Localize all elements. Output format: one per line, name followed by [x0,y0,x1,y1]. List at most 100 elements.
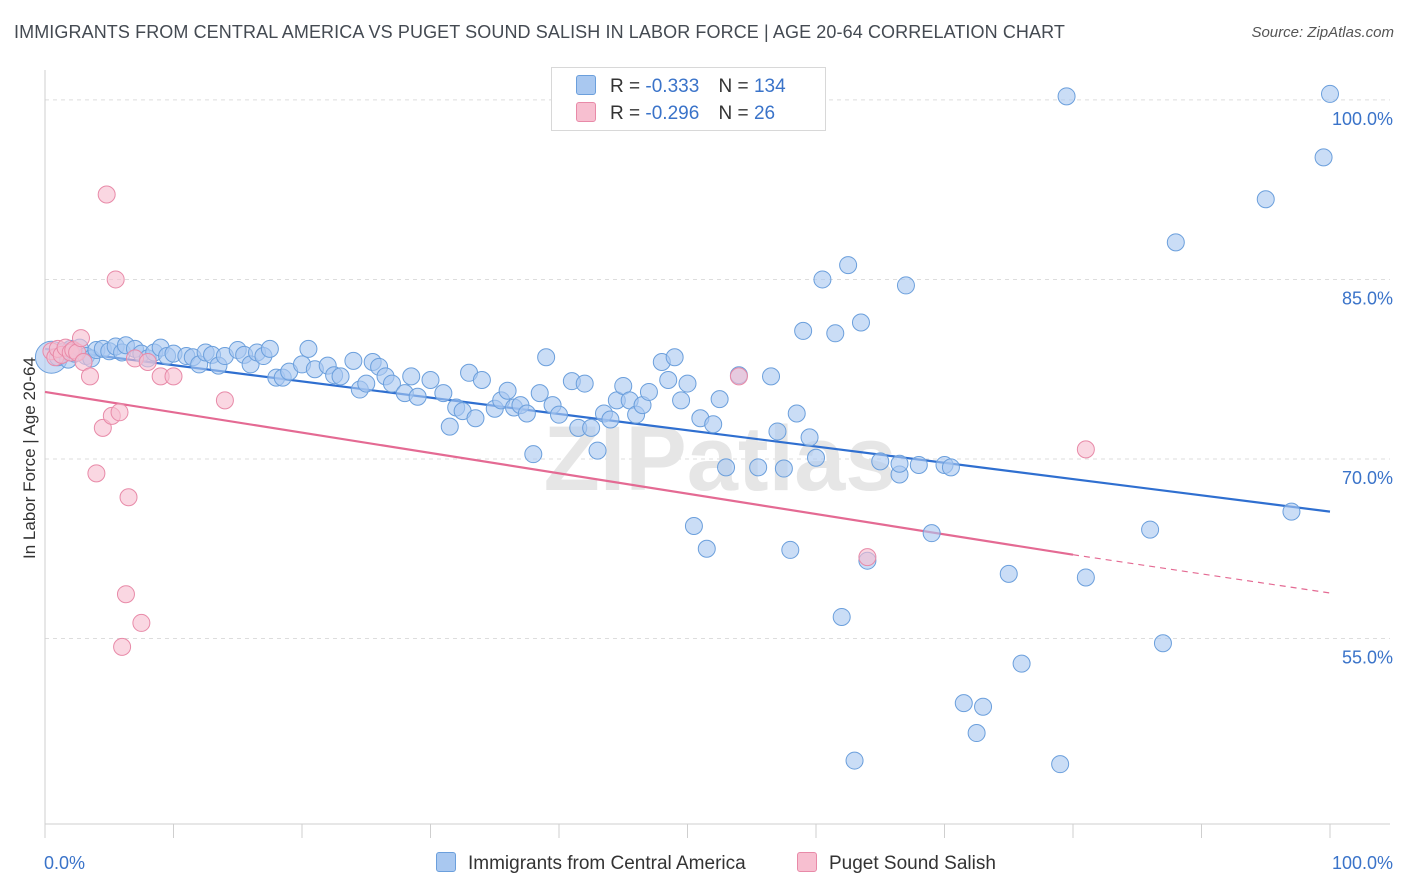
central-america-point [871,452,890,471]
central-america-point [408,387,427,406]
central-america-point [890,454,909,473]
central-america-point [1076,568,1095,587]
central-america-point [1012,654,1031,673]
central-america-point [1153,634,1172,653]
puget-sound-salish-point [132,613,151,632]
central-america-point [794,321,813,340]
central-america-point [260,339,279,358]
puget-sound-salish-point [87,464,106,483]
blue-swatch-icon [436,852,456,872]
puget-sound-salish-point [138,353,157,372]
central-america-point [909,455,928,474]
central-america-point [774,459,793,478]
puget-sound-salish-point [215,391,234,410]
central-america-point [672,391,691,410]
n-label: N = [718,103,749,124]
stats-legend: R = -0.333 N = 134 R = -0.296 N = 26 [551,67,826,131]
puget-sound-salish-trend-extension [1072,554,1331,594]
central-america-point [967,724,986,743]
central-america-point [896,276,915,295]
y-axis-label: In Labor Force | Age 20-64 [20,357,39,559]
central-america-point [749,458,768,477]
central-america-point [498,381,517,400]
central-america-point [575,374,594,393]
central-america-point [524,445,543,464]
trend-lines [44,347,1331,594]
puget-sound-salish-point [116,585,135,604]
central-america-point [582,418,601,437]
puget-sound-salish-point [119,488,138,507]
central-america-point [537,348,556,367]
central-america-point [440,417,459,436]
central-america-point [357,374,376,393]
source-credit: Source: ZipAtlas.com [1251,24,1394,41]
y-tick-label: 55.0% [1342,647,1393,667]
puget-sound-salish-point [110,403,129,422]
central-america-point [781,540,800,559]
central-america-point [1141,520,1160,539]
chart-title: IMMIGRANTS FROM CENTRAL AMERICA VS PUGET… [14,22,1066,42]
r-label: R = [610,76,641,97]
central-america-point [331,367,350,386]
x-tick-label: 0.0% [44,853,85,873]
puget-sound-salish-point [164,367,183,386]
series-name: Immigrants from Central America [468,853,746,874]
central-america-point [1166,233,1185,252]
puget-sound-salish-point [1076,440,1095,459]
central-america-point [382,374,401,393]
n-value: 134 [753,76,786,97]
central-america-point [299,339,318,358]
y-tick-label: 70.0% [1342,468,1393,488]
series-legend-puget-sound-salish: Puget Sound Salish [797,852,996,875]
central-america-point [697,539,716,558]
puget-sound-salish-point [97,185,116,204]
pink-swatch-icon [797,852,817,872]
central-america-point [1256,190,1275,209]
pink-swatch-icon [576,102,596,122]
central-america-point [1282,502,1301,521]
central-america-point [588,441,607,460]
central-america-point [466,409,485,428]
x-tick-label: 100.0% [1332,853,1393,873]
puget-sound-salish-point [71,329,90,348]
axes [44,70,1390,838]
puget-sound-salish-point [113,637,132,656]
central-america-point [530,384,549,403]
central-america-point [550,405,568,424]
n-value: 26 [753,103,776,124]
central-america-point [839,256,858,275]
central-america-point [1321,84,1339,103]
central-america-point [807,448,825,467]
central-america-point [832,607,851,626]
central-america-point [639,382,658,401]
puget-sound-salish-point [80,367,99,386]
y-tick-label: 100.0% [1332,109,1393,129]
central-america-point [1051,755,1070,774]
central-america-point [1057,87,1076,106]
central-america-point [974,697,993,716]
legend-row-puget-sound-salish: R = -0.296 N = 26 [576,102,788,126]
r-value: -0.296 [645,103,700,124]
n-label: N = [718,76,749,97]
series-name: Puget Sound Salish [829,853,996,874]
central-america-point [800,428,819,447]
central-america-point [954,694,973,713]
central-america-point [999,564,1018,583]
central-america-point [421,370,440,389]
central-america-point [704,415,723,434]
series-legend-central-america: Immigrants from Central America [436,852,746,875]
puget-sound-salish-trend-line [44,390,1074,556]
central-america-point [665,348,684,367]
central-america-point [472,370,491,389]
r-label: R = [610,103,641,124]
puget-sound-salish-point [858,548,877,567]
central-america-point [845,751,864,770]
central-america-point [517,404,536,423]
puget-sound-salish-point [106,270,125,289]
tick-labels: 55.0% 70.0% 85.0% 100.0% 0.0% 100.0% [44,109,1393,873]
blue-swatch-icon [576,75,596,95]
puget-sound-salish-point [729,367,748,386]
central-america-point [659,370,678,389]
central-america-point [344,351,363,370]
